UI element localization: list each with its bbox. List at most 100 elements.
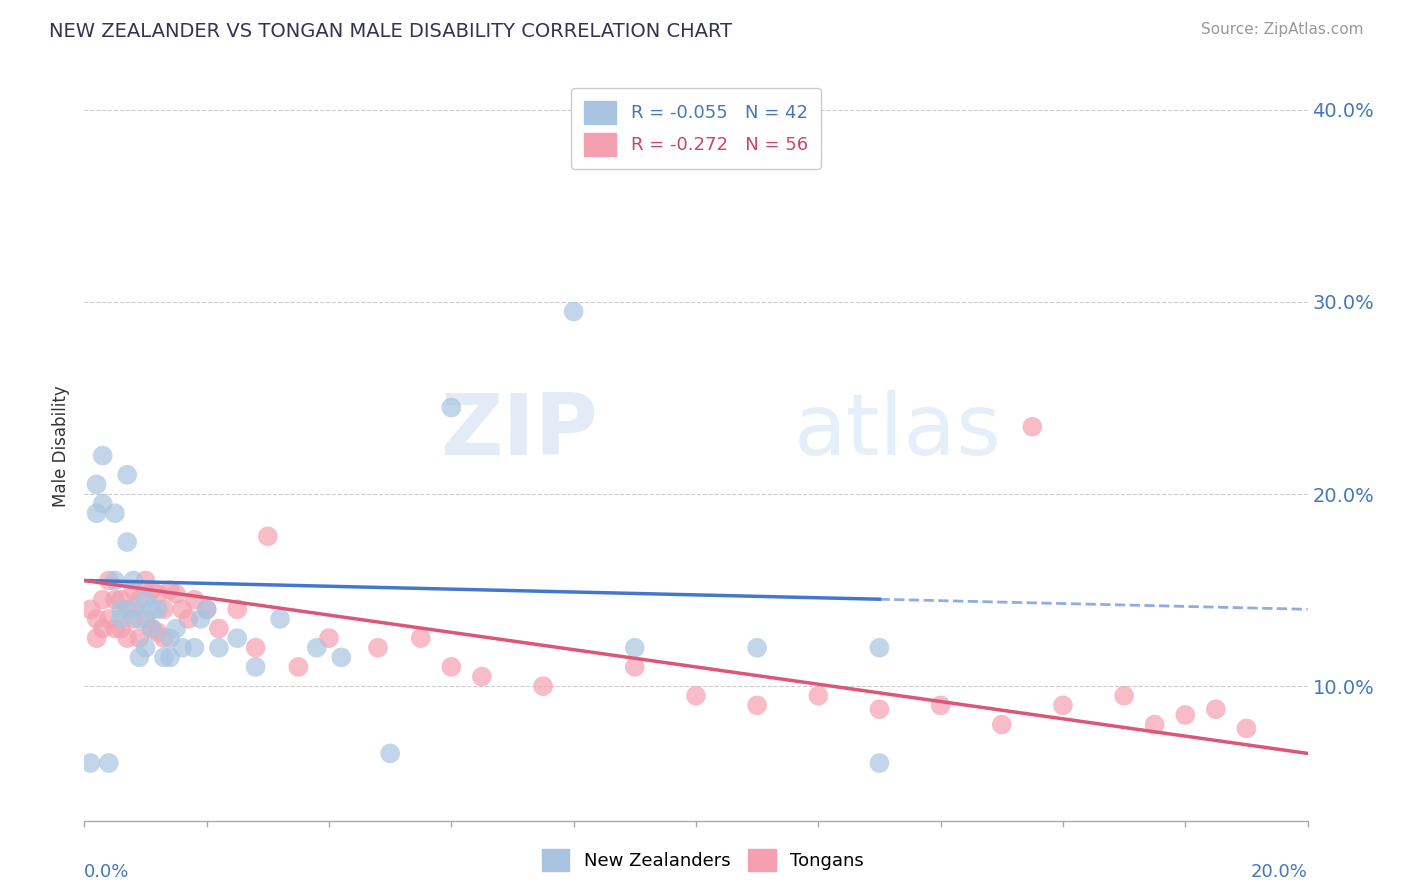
- Point: [79, 756, 101, 770]
- Point: [122, 583, 145, 598]
- Point: [110, 592, 132, 607]
- Point: [122, 602, 145, 616]
- Point: [128, 612, 150, 626]
- Point: [159, 650, 181, 665]
- Point: [257, 529, 280, 543]
- Point: [79, 602, 101, 616]
- Point: [115, 631, 138, 645]
- Point: [440, 401, 463, 415]
- Y-axis label: Male Disability: Male Disability: [52, 385, 70, 507]
- Point: [146, 587, 169, 601]
- Point: [146, 602, 169, 616]
- Point: [91, 497, 114, 511]
- Point: [165, 587, 187, 601]
- Point: [1021, 419, 1043, 434]
- Point: [128, 592, 150, 607]
- Point: [1205, 702, 1227, 716]
- Point: [471, 669, 494, 683]
- Point: [115, 602, 138, 616]
- Point: [115, 467, 138, 482]
- Legend: New Zealanders, Tongans: New Zealanders, Tongans: [536, 842, 870, 879]
- Point: [135, 592, 157, 607]
- Point: [531, 679, 554, 693]
- Point: [91, 449, 114, 463]
- Point: [367, 640, 389, 655]
- Point: [91, 592, 114, 607]
- Point: [747, 640, 769, 655]
- Point: [226, 602, 249, 616]
- Point: [245, 640, 267, 655]
- Point: [195, 602, 218, 616]
- Point: [110, 602, 132, 616]
- Point: [141, 602, 163, 616]
- Point: [110, 622, 132, 636]
- Point: [122, 574, 145, 588]
- Point: [97, 574, 120, 588]
- Point: [1174, 708, 1197, 723]
- Text: Source: ZipAtlas.com: Source: ZipAtlas.com: [1201, 22, 1364, 37]
- Point: [869, 702, 891, 716]
- Point: [115, 535, 138, 549]
- Point: [110, 612, 132, 626]
- Point: [141, 622, 163, 636]
- Text: ZIP: ZIP: [440, 390, 598, 473]
- Point: [141, 583, 163, 598]
- Point: [183, 592, 205, 607]
- Point: [104, 506, 127, 520]
- Point: [86, 506, 108, 520]
- Point: [330, 650, 353, 665]
- Point: [135, 574, 157, 588]
- Point: [269, 612, 291, 626]
- Point: [141, 622, 163, 636]
- Point: [208, 622, 231, 636]
- Point: [929, 698, 952, 713]
- Point: [86, 477, 108, 491]
- Point: [807, 689, 830, 703]
- Point: [305, 640, 328, 655]
- Point: [177, 612, 200, 626]
- Point: [624, 640, 647, 655]
- Point: [165, 622, 187, 636]
- Point: [869, 756, 891, 770]
- Text: atlas: atlas: [794, 390, 1002, 473]
- Point: [104, 592, 127, 607]
- Point: [409, 631, 432, 645]
- Point: [135, 612, 157, 626]
- Point: [128, 650, 150, 665]
- Point: [245, 660, 267, 674]
- Point: [172, 602, 194, 616]
- Point: [104, 622, 127, 636]
- Point: [153, 602, 176, 616]
- Point: [97, 756, 120, 770]
- Point: [747, 698, 769, 713]
- Point: [226, 631, 249, 645]
- Point: [991, 717, 1014, 731]
- Legend: R = -0.055   N = 42, R = -0.272   N = 56: R = -0.055 N = 42, R = -0.272 N = 56: [571, 88, 821, 169]
- Point: [86, 631, 108, 645]
- Point: [104, 574, 127, 588]
- Point: [195, 602, 218, 616]
- Point: [380, 747, 402, 761]
- Point: [318, 631, 340, 645]
- Point: [869, 640, 891, 655]
- Text: 0.0%: 0.0%: [84, 863, 129, 881]
- Point: [1052, 698, 1074, 713]
- Point: [153, 631, 176, 645]
- Point: [183, 640, 205, 655]
- Point: [128, 631, 150, 645]
- Point: [153, 650, 176, 665]
- Point: [172, 640, 194, 655]
- Point: [190, 612, 212, 626]
- Point: [86, 612, 108, 626]
- Point: [159, 583, 181, 598]
- Point: [146, 625, 169, 640]
- Point: [287, 660, 309, 674]
- Point: [122, 612, 145, 626]
- Text: NEW ZEALANDER VS TONGAN MALE DISABILITY CORRELATION CHART: NEW ZEALANDER VS TONGAN MALE DISABILITY …: [49, 22, 733, 41]
- Point: [208, 640, 231, 655]
- Point: [440, 660, 463, 674]
- Point: [562, 304, 585, 318]
- Text: 20.0%: 20.0%: [1251, 863, 1308, 881]
- Point: [159, 631, 181, 645]
- Point: [685, 689, 707, 703]
